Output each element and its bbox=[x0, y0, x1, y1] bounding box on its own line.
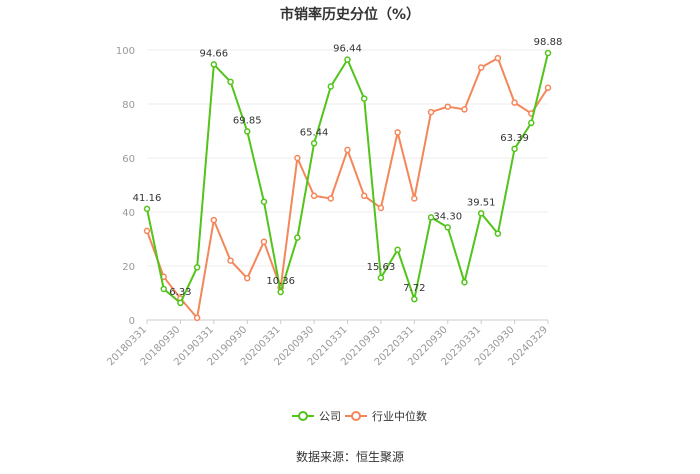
data-point[interactable] bbox=[327, 83, 335, 90]
data-label: 39.51 bbox=[467, 197, 496, 208]
data-point[interactable] bbox=[544, 49, 552, 57]
data-point[interactable] bbox=[544, 84, 552, 92]
data-label: 15.63 bbox=[367, 262, 396, 273]
data-point[interactable] bbox=[461, 106, 468, 113]
data-point[interactable] bbox=[494, 54, 502, 62]
data-label: 6.33 bbox=[169, 287, 191, 298]
data-point[interactable] bbox=[344, 146, 351, 154]
y-tick-label: 40 bbox=[122, 208, 135, 219]
data-point[interactable] bbox=[394, 129, 401, 136]
data-point[interactable] bbox=[461, 278, 468, 286]
data-point[interactable] bbox=[210, 216, 218, 224]
legend-swatch-marker[interactable] bbox=[298, 411, 308, 421]
data-label: 69.85 bbox=[233, 115, 262, 126]
data-point[interactable] bbox=[511, 99, 518, 106]
series-line-0 bbox=[146, 52, 549, 304]
data-point[interactable] bbox=[344, 56, 351, 63]
data-label: 41.16 bbox=[133, 193, 162, 204]
data-point[interactable] bbox=[143, 205, 151, 213]
data-point[interactable] bbox=[260, 198, 268, 205]
data-point[interactable] bbox=[310, 140, 318, 147]
data-point[interactable] bbox=[511, 145, 518, 153]
data-point[interactable] bbox=[210, 61, 218, 68]
y-tick-label: 100 bbox=[116, 46, 135, 57]
series-line-1 bbox=[146, 57, 549, 319]
data-point[interactable] bbox=[227, 257, 234, 264]
data-point[interactable] bbox=[377, 274, 385, 282]
data-point[interactable] bbox=[427, 214, 435, 221]
data-point[interactable] bbox=[294, 234, 301, 241]
data-label: 63.39 bbox=[500, 133, 529, 144]
data-point[interactable] bbox=[193, 264, 201, 271]
y-tick-label: 20 bbox=[122, 262, 135, 273]
data-point[interactable] bbox=[377, 204, 385, 212]
data-point[interactable] bbox=[227, 78, 234, 86]
data-point[interactable] bbox=[411, 295, 418, 303]
data-point[interactable] bbox=[177, 299, 184, 307]
data-point[interactable] bbox=[310, 192, 318, 200]
data-point[interactable] bbox=[327, 195, 335, 202]
data-label: 34.30 bbox=[433, 211, 462, 222]
legend-label[interactable]: 公司 bbox=[319, 410, 341, 423]
y-tick-label: 60 bbox=[122, 154, 135, 165]
data-point[interactable] bbox=[411, 195, 418, 202]
data-point[interactable] bbox=[260, 238, 268, 245]
data-label: 65.44 bbox=[300, 127, 329, 138]
data-point[interactable] bbox=[143, 227, 151, 235]
data-point[interactable] bbox=[394, 246, 401, 254]
data-point[interactable] bbox=[477, 210, 485, 217]
data-point[interactable] bbox=[427, 108, 435, 116]
data-point[interactable] bbox=[277, 288, 284, 296]
data-point[interactable] bbox=[244, 128, 251, 135]
data-label: 7.72 bbox=[403, 283, 425, 294]
y-tick-label: 80 bbox=[122, 100, 135, 111]
data-point[interactable] bbox=[444, 103, 451, 110]
data-point[interactable] bbox=[528, 119, 535, 127]
data-point[interactable] bbox=[444, 224, 451, 231]
data-point[interactable] bbox=[494, 230, 502, 237]
data-point[interactable] bbox=[160, 285, 167, 293]
y-tick-label: 0 bbox=[129, 316, 135, 327]
chart-title: 市销率历史分位（%） bbox=[279, 7, 421, 23]
data-point[interactable] bbox=[193, 314, 201, 322]
data-label: 96.44 bbox=[333, 44, 362, 55]
data-source-note: 数据来源：恒生聚源 bbox=[295, 450, 404, 464]
data-point[interactable] bbox=[477, 64, 485, 71]
data-point[interactable] bbox=[294, 154, 301, 162]
data-point[interactable] bbox=[244, 274, 251, 282]
legend-swatch-marker[interactable] bbox=[351, 411, 361, 421]
data-label: 10.36 bbox=[266, 276, 295, 287]
data-label: 98.88 bbox=[534, 37, 563, 48]
data-label: 94.66 bbox=[200, 48, 229, 59]
data-point[interactable] bbox=[360, 95, 368, 102]
data-point[interactable] bbox=[360, 192, 368, 200]
legend-label[interactable]: 行业中位数 bbox=[372, 409, 427, 423]
